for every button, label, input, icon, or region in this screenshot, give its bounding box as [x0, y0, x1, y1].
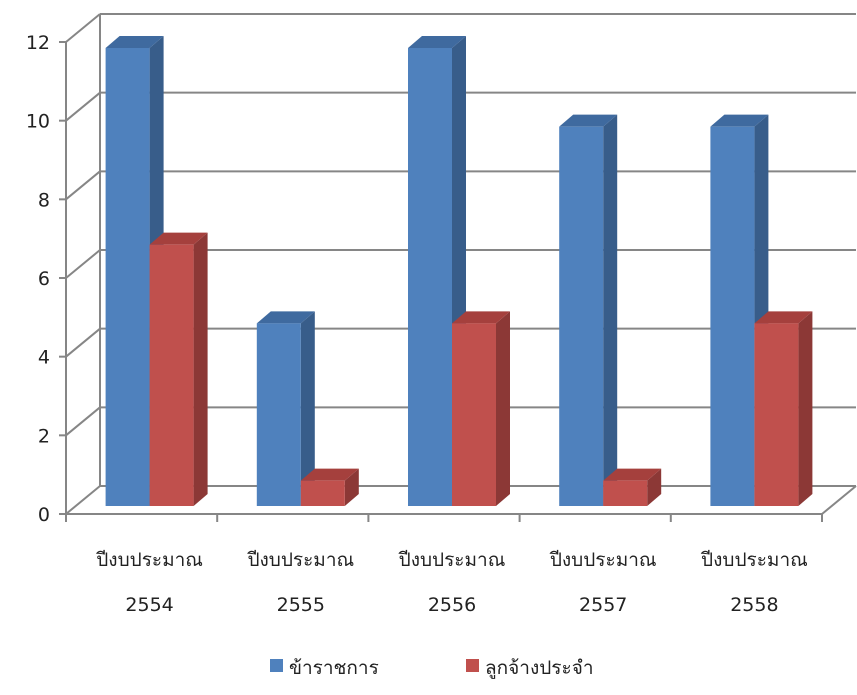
y-tick-label: 6	[38, 268, 50, 290]
x-tick-label-line1: ปีงบประมาณ	[398, 549, 505, 571]
gridline-depth-8	[65, 170, 101, 201]
y-tick-label: 10	[26, 111, 50, 133]
legend-swatch	[466, 659, 479, 672]
bar-series2-3	[603, 468, 662, 506]
y-tick-label: 0	[38, 504, 50, 526]
bar-top	[754, 311, 813, 324]
bar-series1-3	[559, 114, 618, 507]
x-tick-label-line1: ปีงบประมาณ	[247, 549, 354, 571]
bar-top	[408, 36, 466, 48]
bar-front	[105, 48, 150, 506]
bar-top	[300, 468, 359, 481]
bars	[105, 36, 813, 507]
legend-swatch	[270, 659, 283, 672]
bar-series2-1	[300, 468, 359, 506]
bar-front	[408, 48, 452, 506]
floor-right-depth	[821, 485, 857, 515]
x-tick-label-line1: ปีงบประมาณ	[549, 549, 656, 571]
bar-series2-4	[754, 311, 813, 506]
legend: ข้าราชการ ลูกจ้างประจำ	[270, 657, 594, 679]
x-tick-label-line2: 2556	[428, 594, 476, 616]
gridline-depth-6	[65, 249, 101, 279]
legend-entry: ลูกจ้างประจำ	[485, 657, 594, 679]
bar-series2-2	[452, 311, 510, 506]
x-tick-label-line2: 2554	[125, 594, 173, 616]
bar-front	[754, 323, 799, 506]
bar-side	[300, 311, 315, 506]
bar-top	[452, 311, 510, 324]
bar-front	[559, 126, 604, 507]
x-tick-label-line2: 2555	[277, 594, 325, 616]
bar-side	[193, 232, 208, 506]
x-tick-label-line1: ปีงบประมาณ	[95, 549, 202, 571]
bar-side	[496, 311, 510, 506]
y-tick-label: 8	[38, 189, 50, 211]
bar-side	[647, 468, 662, 506]
axes	[59, 41, 823, 522]
legend-entry: ข้าราชการ	[289, 657, 379, 679]
x-tick-label-line1: ปีงบประมาณ	[700, 549, 807, 571]
y-tick-label: 4	[38, 347, 50, 369]
gridline-depth-12	[65, 13, 101, 43]
gridline-depth-4	[65, 327, 101, 358]
bar-top	[603, 468, 662, 481]
bar-series1-2	[408, 36, 466, 506]
gridline-depth-0	[65, 485, 101, 515]
y-tick-label: 2	[38, 425, 50, 447]
axis-labels: 0 2 4 6 8 10 12 ปีงบประมาณ 2554 ปีงบประมาณ 2555 ปีง…	[26, 32, 808, 616]
bar-top	[105, 36, 164, 48]
bar-side	[798, 311, 813, 506]
bar-side	[603, 114, 618, 507]
bar-front	[603, 480, 648, 506]
bar-front	[300, 480, 345, 506]
y-tick-label: 12	[26, 32, 50, 54]
bar-front	[710, 126, 755, 507]
bar-front	[452, 323, 496, 506]
bar-front	[149, 244, 194, 506]
bar-series2-0	[149, 232, 208, 506]
x-tick-label-line2: 2558	[730, 594, 778, 616]
bar-front	[256, 323, 301, 506]
gridline-depth-2	[65, 406, 101, 437]
bar-top	[710, 114, 769, 127]
bar-series1-1	[256, 311, 315, 506]
bar-top	[559, 114, 618, 127]
gridline-depth-10	[65, 91, 101, 122]
x-tick-label-line2: 2557	[579, 594, 627, 616]
bar-side	[344, 468, 359, 506]
bar-top	[256, 311, 315, 324]
bar-top	[149, 232, 208, 245]
